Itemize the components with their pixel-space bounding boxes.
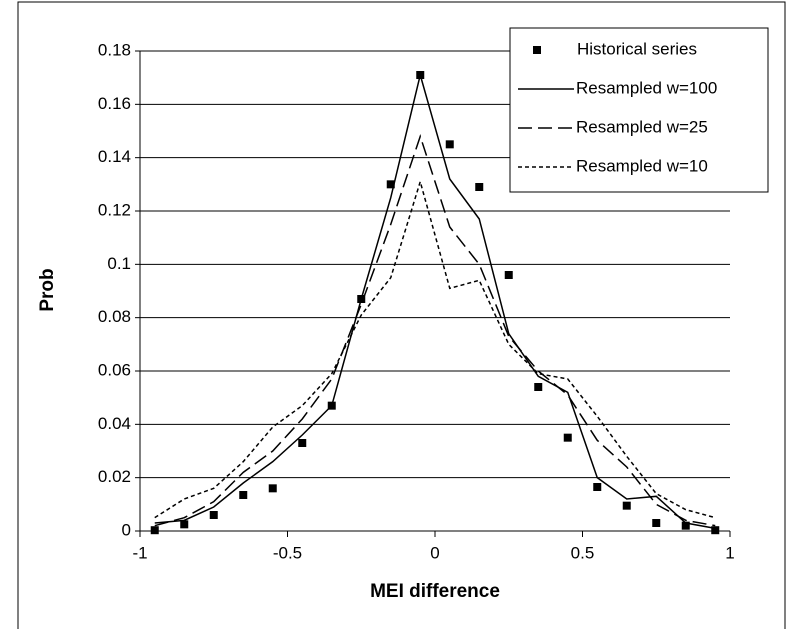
- x-axis-title: MEI difference: [370, 581, 500, 602]
- marker: [239, 491, 248, 499]
- y-tick-label: 0.02: [98, 467, 131, 486]
- x-tick-label: 0: [430, 543, 439, 562]
- y-tick-label: 0.18: [98, 40, 131, 59]
- y-tick-label: 0.06: [98, 360, 131, 379]
- marker: [298, 439, 307, 447]
- x-tick-label: -0.5: [273, 543, 302, 562]
- legend-label: Resampled w=25: [576, 117, 708, 136]
- legend-marker: [533, 46, 541, 54]
- y-axis-title: Prob: [37, 268, 58, 311]
- marker: [593, 483, 602, 491]
- x-tick-label: -1: [132, 543, 147, 562]
- y-tick-label: 0.08: [98, 307, 131, 326]
- marker: [652, 519, 661, 527]
- legend-label: Resampled w=100: [576, 78, 717, 97]
- y-tick-label: 0.1: [107, 254, 131, 273]
- legend-label: Resampled w=10: [576, 156, 708, 175]
- chart-frame: [17, 1, 786, 629]
- y-tick-label: 0: [122, 520, 131, 539]
- marker: [445, 140, 454, 149]
- marker: [534, 383, 543, 391]
- series-line: [154, 133, 716, 527]
- marker: [180, 520, 189, 529]
- series-line: [154, 178, 716, 519]
- y-tick-label: 0.16: [98, 94, 131, 113]
- marker: [475, 183, 484, 191]
- y-tick-label: 0.12: [98, 200, 131, 219]
- marker: [150, 526, 159, 535]
- legend-label: Historical series: [577, 39, 697, 58]
- marker: [681, 521, 690, 530]
- marker: [209, 511, 218, 519]
- marker: [268, 484, 277, 493]
- x-tick-label: 0.5: [571, 543, 595, 562]
- marker: [504, 271, 513, 279]
- y-tick-label: 0.14: [98, 147, 131, 166]
- marker: [563, 433, 572, 442]
- y-tick-label: 0.04: [98, 414, 131, 433]
- series-line: [154, 72, 716, 530]
- legend-box: [509, 27, 769, 193]
- marker: [386, 180, 395, 189]
- marker: [711, 526, 720, 535]
- marker: [622, 501, 631, 510]
- x-tick-label: 1: [725, 543, 734, 562]
